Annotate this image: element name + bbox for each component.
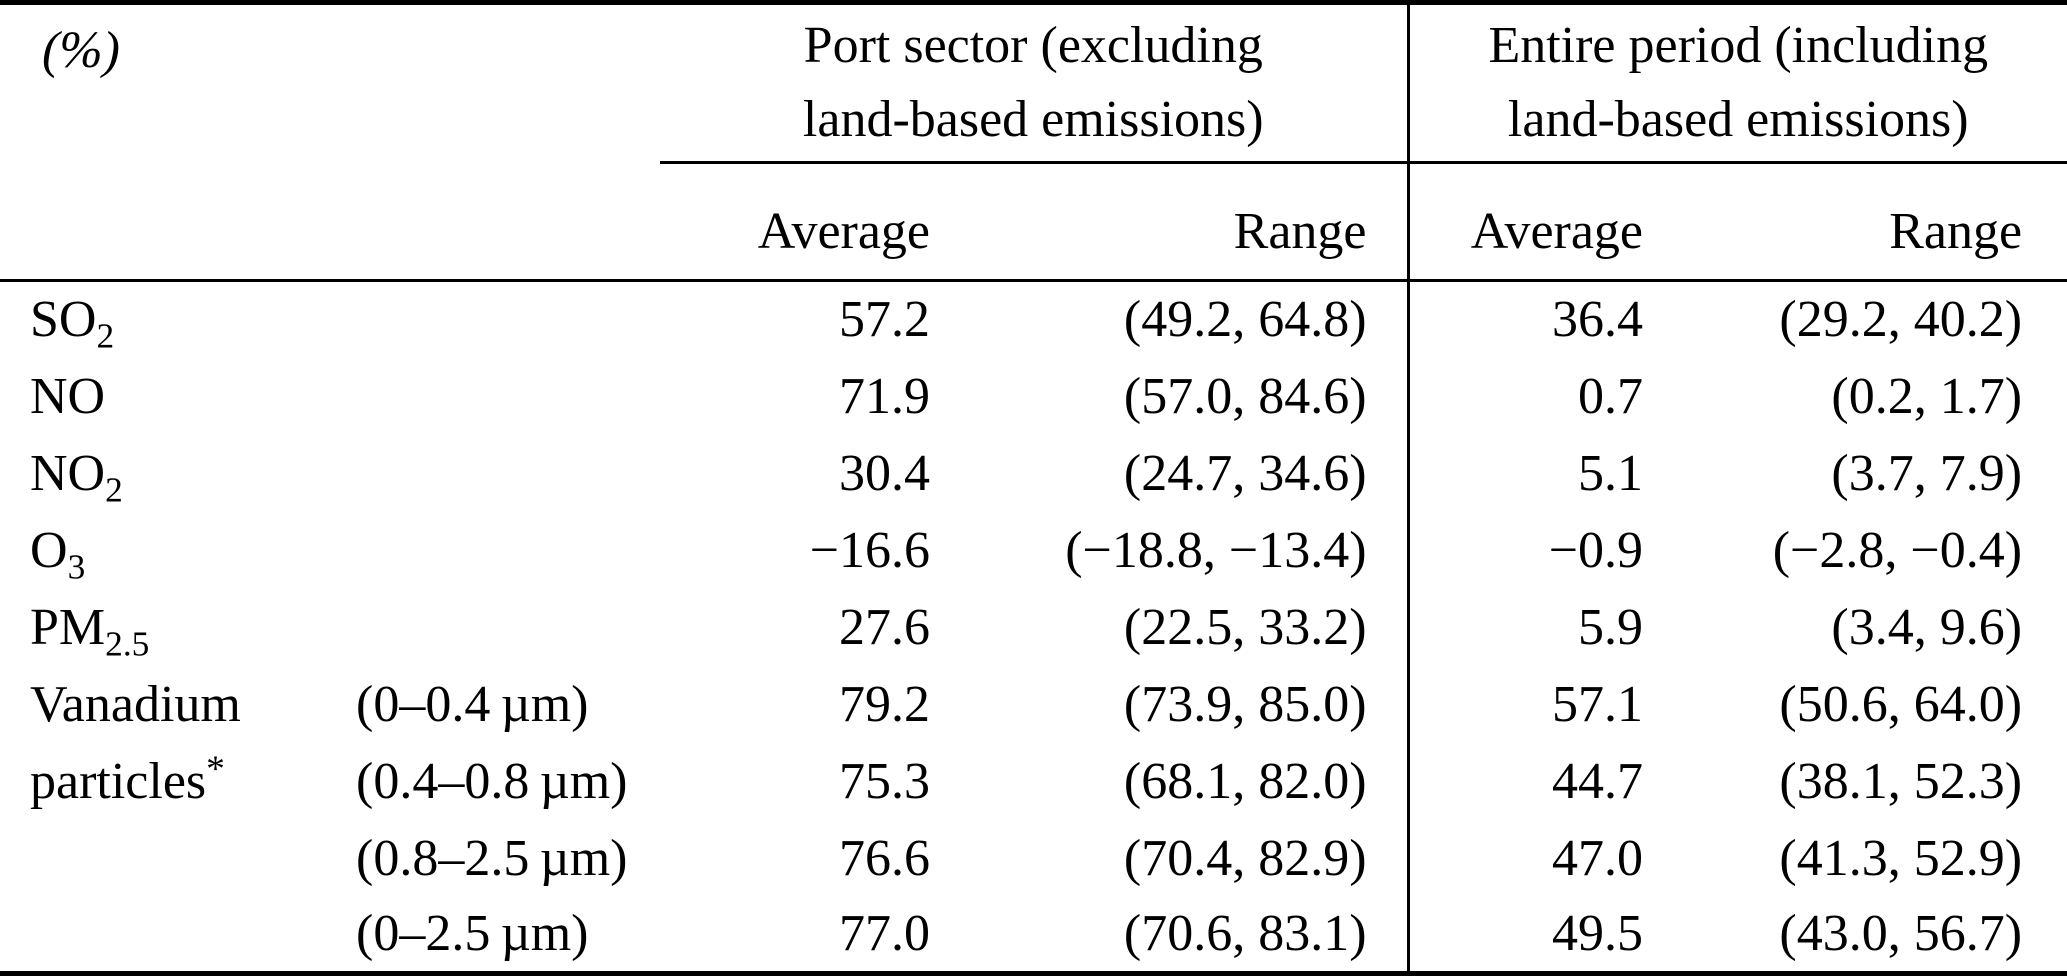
species-base: SO <box>30 291 97 349</box>
column-header-row: Average Range Average Range <box>0 162 2067 282</box>
table-row: Vanadium (0–0.4 µm) 79.2 (73.9, 85.0) 57.1 (5… <box>0 665 2067 743</box>
group-header-entire-line1: Entire period (including <box>1488 17 1989 74</box>
port-average-value: 76.6 <box>839 829 931 887</box>
species-base: NO <box>30 444 106 502</box>
species-base: Vanadium <box>30 675 241 733</box>
species-label <box>0 820 330 897</box>
species-label: particles* <box>0 743 330 820</box>
port-range-value: (68.1, 82.0) <box>1123 752 1367 810</box>
port-average-value: 71.9 <box>839 367 931 425</box>
column-header-entire-range: Range <box>1643 162 2067 282</box>
size-fraction-label <box>330 358 660 435</box>
species-label <box>0 897 330 974</box>
species-label: NO <box>0 358 330 435</box>
port-range-value: (−18.8, −13.4) <box>1065 521 1367 579</box>
entire-average-value: 44.7 <box>1406 742 1644 820</box>
port-average-value: 27.6 <box>839 598 931 656</box>
port-average-value: 75.3 <box>839 752 931 810</box>
entire-range-value: (41.3, 52.9) <box>1779 829 2023 887</box>
entire-range-value: (43.0, 56.7) <box>1779 905 2023 963</box>
entire-range-value: (0.2, 1.7) <box>1831 367 2023 425</box>
species-subscript: 2.5 <box>105 622 150 663</box>
species-subscript: 3 <box>67 545 86 586</box>
entire-average-value: 47.0 <box>1406 819 1644 897</box>
species-base: particles <box>30 752 207 810</box>
entire-range-value: (29.2, 40.2) <box>1779 291 2023 349</box>
column-header-entire-average: Average <box>1406 162 1644 282</box>
table-row: O3 −16.6 (−18.8, −13.4) −0.9 (−2.8, −0.4) <box>0 511 2067 589</box>
column-header-spacer <box>0 162 661 282</box>
entire-range-value: (3.4, 9.6) <box>1831 598 2023 656</box>
size-fraction-label: (0.4–0.8 µm) <box>356 752 628 810</box>
port-range-value: (73.9, 85.0) <box>1123 675 1367 733</box>
port-average-value: 77.0 <box>839 905 931 963</box>
port-average-value: 79.2 <box>839 675 931 733</box>
table-row: (0–2.5 µm) 77.0 (70.6, 83.1) 49.5 (43.0, 56.… <box>0 896 2067 974</box>
port-average-value: −16.6 <box>809 521 931 579</box>
species-label: Vanadium <box>0 666 330 743</box>
species-subscript: 2 <box>96 315 115 356</box>
entire-average-value: 5.1 <box>1406 434 1644 512</box>
port-range-value: (22.5, 33.2) <box>1123 598 1367 656</box>
size-fraction-label: (0–0.4 µm) <box>356 675 589 733</box>
size-fraction-label <box>330 512 660 589</box>
species-footnote-marker: * <box>206 748 225 790</box>
table-row: particles* (0.4–0.8 µm) 75.3 (68.1, 82.0) 44… <box>0 742 2067 820</box>
group-header-port-line1: Port sector (excluding <box>803 17 1263 74</box>
species-label: SO2 <box>0 281 330 358</box>
port-range-value: (57.0, 84.6) <box>1123 367 1367 425</box>
group-header-port-sector: Port sector (excluding land-based emissio… <box>660 2 1409 164</box>
group-header-entire-period: Entire period (including land-based emiss… <box>1406 2 2067 164</box>
entire-average-value: 5.9 <box>1406 588 1644 666</box>
column-header-port-range: Range <box>930 162 1409 282</box>
species-label: PM2.5 <box>0 589 330 666</box>
port-range-value: (24.7, 34.6) <box>1123 444 1367 502</box>
size-fraction-label: (0.8–2.5 µm) <box>356 829 628 887</box>
table-row: NO2 30.4 (24.7, 34.6) 5.1 (3.7, 7.9) <box>0 434 2067 512</box>
group-header-entire-line2: land-based emissions) <box>1507 91 1969 148</box>
species-base: NO <box>30 367 106 425</box>
port-range-value: (49.2, 64.8) <box>1123 291 1367 349</box>
port-range-value: (70.6, 83.1) <box>1123 905 1367 963</box>
entire-average-value: −0.9 <box>1406 511 1644 589</box>
column-header-port-average: Average <box>660 162 931 282</box>
species-label: O3 <box>0 512 330 589</box>
group-header-port-line2: land-based emissions) <box>802 91 1264 148</box>
size-fraction-label <box>330 589 660 666</box>
table-row: NO 71.9 (57.0, 84.6) 0.7 (0.2, 1.7) <box>0 357 2067 435</box>
species-base: O <box>30 521 68 579</box>
table-row: PM2.5 27.6 (22.5, 33.2) 5.9 (3.4, 9.6) <box>0 588 2067 666</box>
size-fraction-label <box>330 281 660 358</box>
entire-average-value: 57.1 <box>1406 665 1644 743</box>
entire-range-value: (38.1, 52.3) <box>1779 752 2023 810</box>
entire-range-value: (3.7, 7.9) <box>1831 444 2023 502</box>
port-range-value: (70.4, 82.9) <box>1123 829 1367 887</box>
entire-range-value: (50.6, 64.0) <box>1779 675 2023 733</box>
size-fraction-label <box>330 435 660 512</box>
species-label: NO2 <box>0 435 330 512</box>
group-header-row: (%) Port sector (excluding land-based emi… <box>0 2 2067 164</box>
entire-average-value: 49.5 <box>1406 896 1644 974</box>
size-fraction-label: (0–2.5 µm) <box>356 905 589 963</box>
entire-range-value: (−2.8, −0.4) <box>1772 521 2023 579</box>
table-row: (0.8–2.5 µm) 76.6 (70.4, 82.9) 47.0 (41.3, 5… <box>0 819 2067 897</box>
table-row: SO2 57.2 (49.2, 64.8) 36.4 (29.2, 40.2) <box>0 280 2067 358</box>
entire-average-value: 0.7 <box>1406 357 1644 435</box>
species-subscript: 2 <box>105 468 123 509</box>
unit-label: (%) <box>42 22 120 79</box>
port-average-value: 57.2 <box>839 291 931 349</box>
port-average-value: 30.4 <box>839 444 931 502</box>
table-body: SO2 57.2 (49.2, 64.8) 36.4 (29.2, 40.2) NO 71.… <box>0 280 2067 974</box>
species-base: PM <box>30 598 106 656</box>
entire-average-value: 36.4 <box>1406 280 1644 358</box>
